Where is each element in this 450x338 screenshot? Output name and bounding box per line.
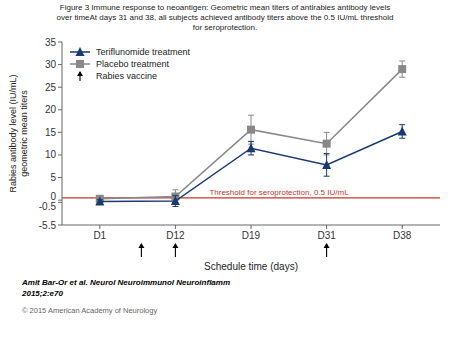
legend: Teriflunomide treatment Placebo treatment…	[70, 47, 191, 81]
x-tick-label: D12	[166, 230, 185, 241]
x-tick	[99, 225, 100, 229]
footnote: Amit Bar-Or et al. Neurol Neuroimmunol N…	[21, 278, 230, 287]
point	[398, 65, 406, 73]
point	[398, 126, 407, 135]
footnote: © 2015 American Academy of Neurology	[22, 306, 157, 315]
y-tick-label: 35	[45, 37, 57, 48]
legend-marker	[76, 47, 85, 56]
x-tick-label: D1	[93, 230, 106, 241]
y-axis-label-line: geometric mean titers	[19, 90, 29, 177]
y-tick-label: 20	[45, 104, 57, 115]
x-tick	[402, 225, 403, 229]
y-tick	[58, 42, 62, 43]
arrow-head	[172, 243, 178, 248]
y-tick	[58, 109, 62, 110]
y-tick	[58, 87, 62, 88]
title-line: for seroprotection.	[193, 23, 257, 32]
background	[0, 0, 450, 338]
y-tick-label: 30	[45, 59, 57, 70]
legend-arrow	[77, 71, 83, 81]
x-axis-label: Schedule time (days)	[204, 261, 298, 272]
legend-marker	[76, 60, 84, 68]
arrow-head	[138, 243, 144, 248]
x-tick	[251, 225, 252, 229]
legend-label: Placebo treatment	[96, 59, 170, 69]
y-tick	[58, 64, 62, 65]
title-line: Figure 3 Immune response to neoantigen: …	[60, 3, 390, 12]
y-tick-label: -0.5	[39, 201, 57, 212]
y-axis-label: Rabies antibody level (IU/mL)geometric m…	[8, 74, 29, 192]
y-tick	[58, 177, 62, 178]
x-tick	[326, 225, 327, 229]
y-tick	[58, 132, 62, 133]
chart: Figure 3 Immune response to neoantigen: …	[0, 0, 450, 338]
y-tick	[58, 200, 62, 201]
y-tick-label: 25	[45, 82, 57, 93]
x-tick-label: D38	[393, 230, 412, 241]
arrow-head	[77, 71, 83, 76]
y-tick-label: 5	[50, 172, 56, 183]
series	[96, 61, 406, 203]
y-tick	[58, 154, 62, 155]
legend-label: Rabies vaccine	[96, 71, 157, 81]
point	[247, 126, 255, 134]
y-tick	[58, 202, 62, 203]
series-line	[100, 69, 402, 199]
error-bar	[399, 61, 405, 77]
plot-area	[62, 61, 440, 206]
legend-label: Teriflunomide treatment	[96, 47, 191, 57]
y-tick-label: 10	[45, 149, 57, 160]
vaccine-arrow	[138, 243, 144, 257]
vaccine-arrow	[172, 243, 178, 257]
y-tick-label: 0	[50, 191, 56, 202]
y-tick-label: -5.5	[39, 220, 57, 231]
point	[247, 143, 256, 152]
series-line	[100, 131, 402, 201]
threshold-label: Threshold for seroprotection, 0.5 IU/mL	[209, 188, 349, 197]
y-tick-label: 15	[45, 127, 57, 138]
error-bar	[324, 132, 330, 155]
point	[322, 160, 331, 169]
x-tick	[175, 225, 176, 229]
title: Figure 3 Immune response to neoantigen: …	[57, 3, 394, 32]
error-bar	[248, 115, 254, 144]
y-tick	[58, 225, 62, 226]
y-axis-label-line: Rabies antibody level (IU/mL)	[8, 74, 18, 192]
x-tick-label: D31	[317, 230, 336, 241]
x-tick-label: D19	[242, 230, 261, 241]
title-line: over timeAt days 31 and 38, all subjects…	[57, 13, 394, 22]
point	[323, 140, 331, 148]
point	[95, 197, 104, 206]
arrow-head	[324, 243, 330, 248]
footnote: 2015;2:e70	[21, 289, 63, 298]
vaccine-arrow	[324, 243, 330, 257]
series	[95, 125, 406, 207]
point	[171, 196, 180, 205]
